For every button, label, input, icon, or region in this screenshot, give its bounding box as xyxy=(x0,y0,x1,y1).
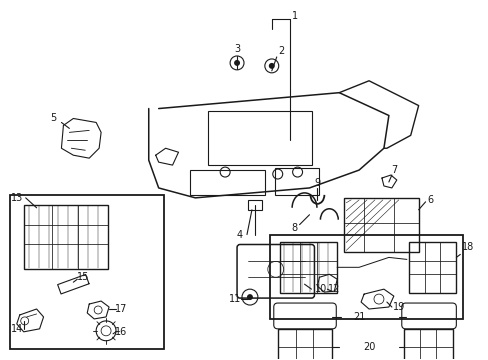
Text: 20: 20 xyxy=(362,342,374,352)
Text: 5: 5 xyxy=(50,113,57,123)
Text: 6: 6 xyxy=(427,195,433,205)
Text: 13: 13 xyxy=(11,193,23,203)
Text: 14: 14 xyxy=(11,324,23,334)
Bar xyxy=(269,235,462,319)
Text: 1: 1 xyxy=(291,11,297,21)
Circle shape xyxy=(268,63,274,69)
Text: 8: 8 xyxy=(291,222,297,233)
Text: 19: 19 xyxy=(392,302,404,312)
Circle shape xyxy=(234,60,240,66)
Bar xyxy=(279,242,337,293)
Bar xyxy=(403,329,452,360)
Text: 9: 9 xyxy=(314,178,320,188)
Text: 10: 10 xyxy=(315,284,327,294)
Text: 15: 15 xyxy=(77,272,89,282)
Bar xyxy=(274,168,319,195)
Circle shape xyxy=(246,294,252,300)
Text: 18: 18 xyxy=(461,243,473,252)
Text: 11: 11 xyxy=(228,294,241,304)
Text: 16: 16 xyxy=(115,327,127,337)
Text: 12: 12 xyxy=(327,284,340,294)
Text: 21: 21 xyxy=(352,312,365,322)
Text: 2: 2 xyxy=(278,46,284,56)
Bar xyxy=(344,198,418,252)
Bar xyxy=(408,242,455,293)
Text: 17: 17 xyxy=(115,304,127,314)
Bar xyxy=(190,170,264,195)
Bar xyxy=(277,329,332,360)
Text: 4: 4 xyxy=(237,230,243,239)
Text: 7: 7 xyxy=(390,165,396,175)
Text: 3: 3 xyxy=(234,44,240,54)
Bar xyxy=(208,111,312,165)
Bar xyxy=(24,205,108,269)
Bar xyxy=(10,195,163,349)
Bar xyxy=(247,200,262,210)
